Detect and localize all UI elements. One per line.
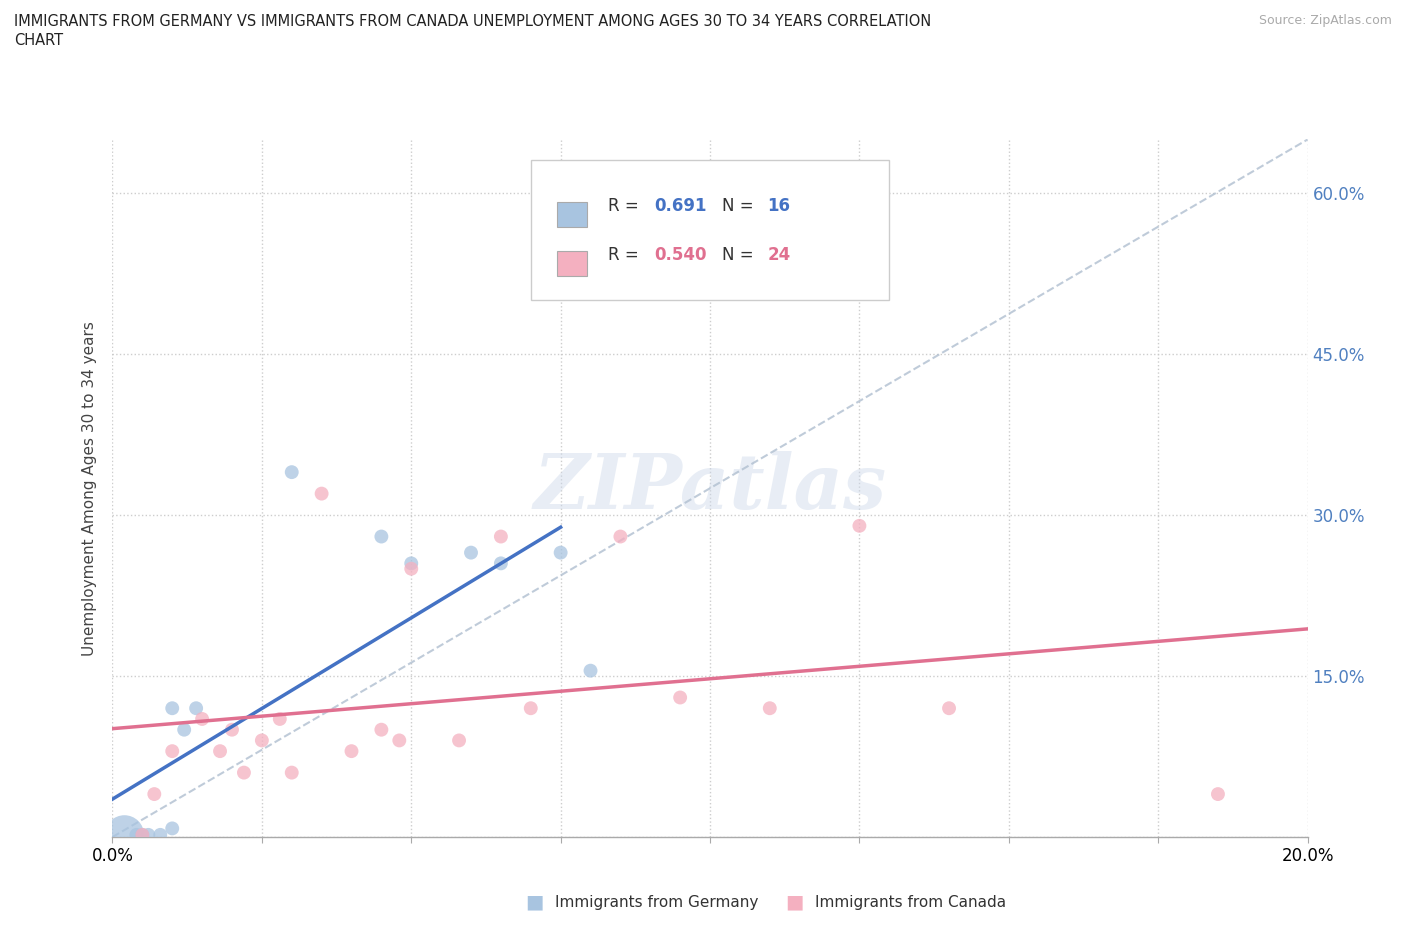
Point	[131, 828, 153, 843]
Point	[250, 733, 273, 748]
Point	[269, 711, 291, 726]
Point	[131, 828, 153, 843]
Point	[311, 486, 333, 501]
Point	[1206, 787, 1229, 802]
Text: R =: R =	[609, 197, 644, 215]
Bar	[557, 251, 586, 275]
Point	[370, 723, 392, 737]
Point	[208, 744, 231, 759]
Point	[489, 556, 512, 571]
Point	[232, 765, 256, 780]
Text: 24: 24	[768, 246, 790, 263]
Point	[143, 787, 166, 802]
Text: Immigrants from Canada: Immigrants from Canada	[815, 895, 1007, 910]
Text: N =: N =	[723, 197, 759, 215]
Point	[388, 733, 411, 748]
Point	[447, 733, 470, 748]
Point	[162, 701, 183, 716]
Point	[520, 701, 543, 716]
Point	[848, 518, 870, 533]
Point	[759, 701, 782, 716]
Point	[281, 465, 304, 480]
Point	[460, 545, 482, 560]
Point	[186, 701, 208, 716]
Point	[173, 723, 195, 737]
Point	[489, 529, 512, 544]
FancyBboxPatch shape	[531, 161, 889, 300]
Point	[138, 828, 160, 843]
Text: IMMIGRANTS FROM GERMANY VS IMMIGRANTS FROM CANADA UNEMPLOYMENT AMONG AGES 30 TO : IMMIGRANTS FROM GERMANY VS IMMIGRANTS FR…	[14, 14, 931, 29]
Point	[370, 529, 392, 544]
Text: Immigrants from Germany: Immigrants from Germany	[555, 895, 759, 910]
Text: N =: N =	[723, 246, 759, 263]
Text: 0.540: 0.540	[654, 246, 706, 263]
Point	[281, 765, 304, 780]
Point	[609, 529, 631, 544]
Point	[340, 744, 363, 759]
Text: ZIPatlas: ZIPatlas	[533, 451, 887, 525]
Point	[149, 828, 172, 843]
Text: ■: ■	[785, 893, 804, 911]
Point	[579, 663, 602, 678]
Point	[401, 562, 423, 577]
Y-axis label: Unemployment Among Ages 30 to 34 years: Unemployment Among Ages 30 to 34 years	[82, 321, 97, 656]
Point	[114, 828, 135, 843]
Point	[221, 723, 243, 737]
Text: 0.691: 0.691	[654, 197, 706, 215]
Point	[938, 701, 960, 716]
Bar	[557, 203, 586, 227]
Point	[191, 711, 214, 726]
Point	[162, 821, 183, 836]
Point	[401, 556, 423, 571]
Point	[162, 744, 183, 759]
Text: CHART: CHART	[14, 33, 63, 47]
Text: ■: ■	[524, 893, 544, 911]
Text: Source: ZipAtlas.com: Source: ZipAtlas.com	[1258, 14, 1392, 27]
Point	[125, 828, 148, 843]
Point	[550, 545, 572, 560]
Point	[669, 690, 692, 705]
Text: 16: 16	[768, 197, 790, 215]
Text: R =: R =	[609, 246, 644, 263]
